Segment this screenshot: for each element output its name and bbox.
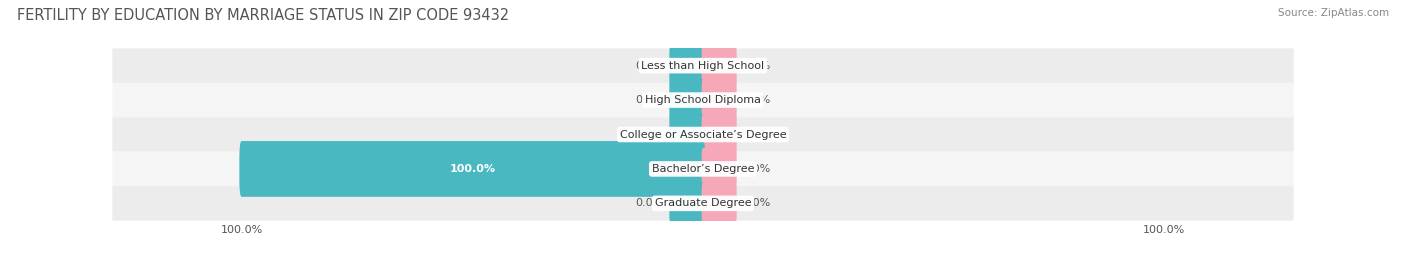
FancyBboxPatch shape <box>669 182 704 224</box>
FancyBboxPatch shape <box>239 141 706 197</box>
Text: 0.0%: 0.0% <box>742 164 770 174</box>
Text: Bachelor’s Degree: Bachelor’s Degree <box>652 164 754 174</box>
FancyBboxPatch shape <box>112 186 1294 221</box>
Text: High School Diploma: High School Diploma <box>645 95 761 105</box>
Text: 0.0%: 0.0% <box>636 95 664 105</box>
Text: College or Associate’s Degree: College or Associate’s Degree <box>620 129 786 140</box>
Text: 0.0%: 0.0% <box>636 129 664 140</box>
Text: 0.0%: 0.0% <box>636 61 664 71</box>
Text: Source: ZipAtlas.com: Source: ZipAtlas.com <box>1278 8 1389 18</box>
FancyBboxPatch shape <box>702 114 737 155</box>
Text: 0.0%: 0.0% <box>636 198 664 208</box>
FancyBboxPatch shape <box>702 45 737 87</box>
FancyBboxPatch shape <box>669 79 704 121</box>
Text: 0.0%: 0.0% <box>742 61 770 71</box>
Text: 0.0%: 0.0% <box>742 95 770 105</box>
Text: FERTILITY BY EDUCATION BY MARRIAGE STATUS IN ZIP CODE 93432: FERTILITY BY EDUCATION BY MARRIAGE STATU… <box>17 8 509 23</box>
FancyBboxPatch shape <box>669 45 704 87</box>
Text: Graduate Degree: Graduate Degree <box>655 198 751 208</box>
Text: Less than High School: Less than High School <box>641 61 765 71</box>
FancyBboxPatch shape <box>702 148 737 190</box>
FancyBboxPatch shape <box>702 79 737 121</box>
FancyBboxPatch shape <box>702 182 737 224</box>
FancyBboxPatch shape <box>112 152 1294 186</box>
FancyBboxPatch shape <box>112 83 1294 117</box>
Text: 100.0%: 100.0% <box>450 164 495 174</box>
Text: 0.0%: 0.0% <box>742 129 770 140</box>
FancyBboxPatch shape <box>112 48 1294 83</box>
FancyBboxPatch shape <box>669 114 704 155</box>
Text: 0.0%: 0.0% <box>742 198 770 208</box>
FancyBboxPatch shape <box>112 117 1294 152</box>
